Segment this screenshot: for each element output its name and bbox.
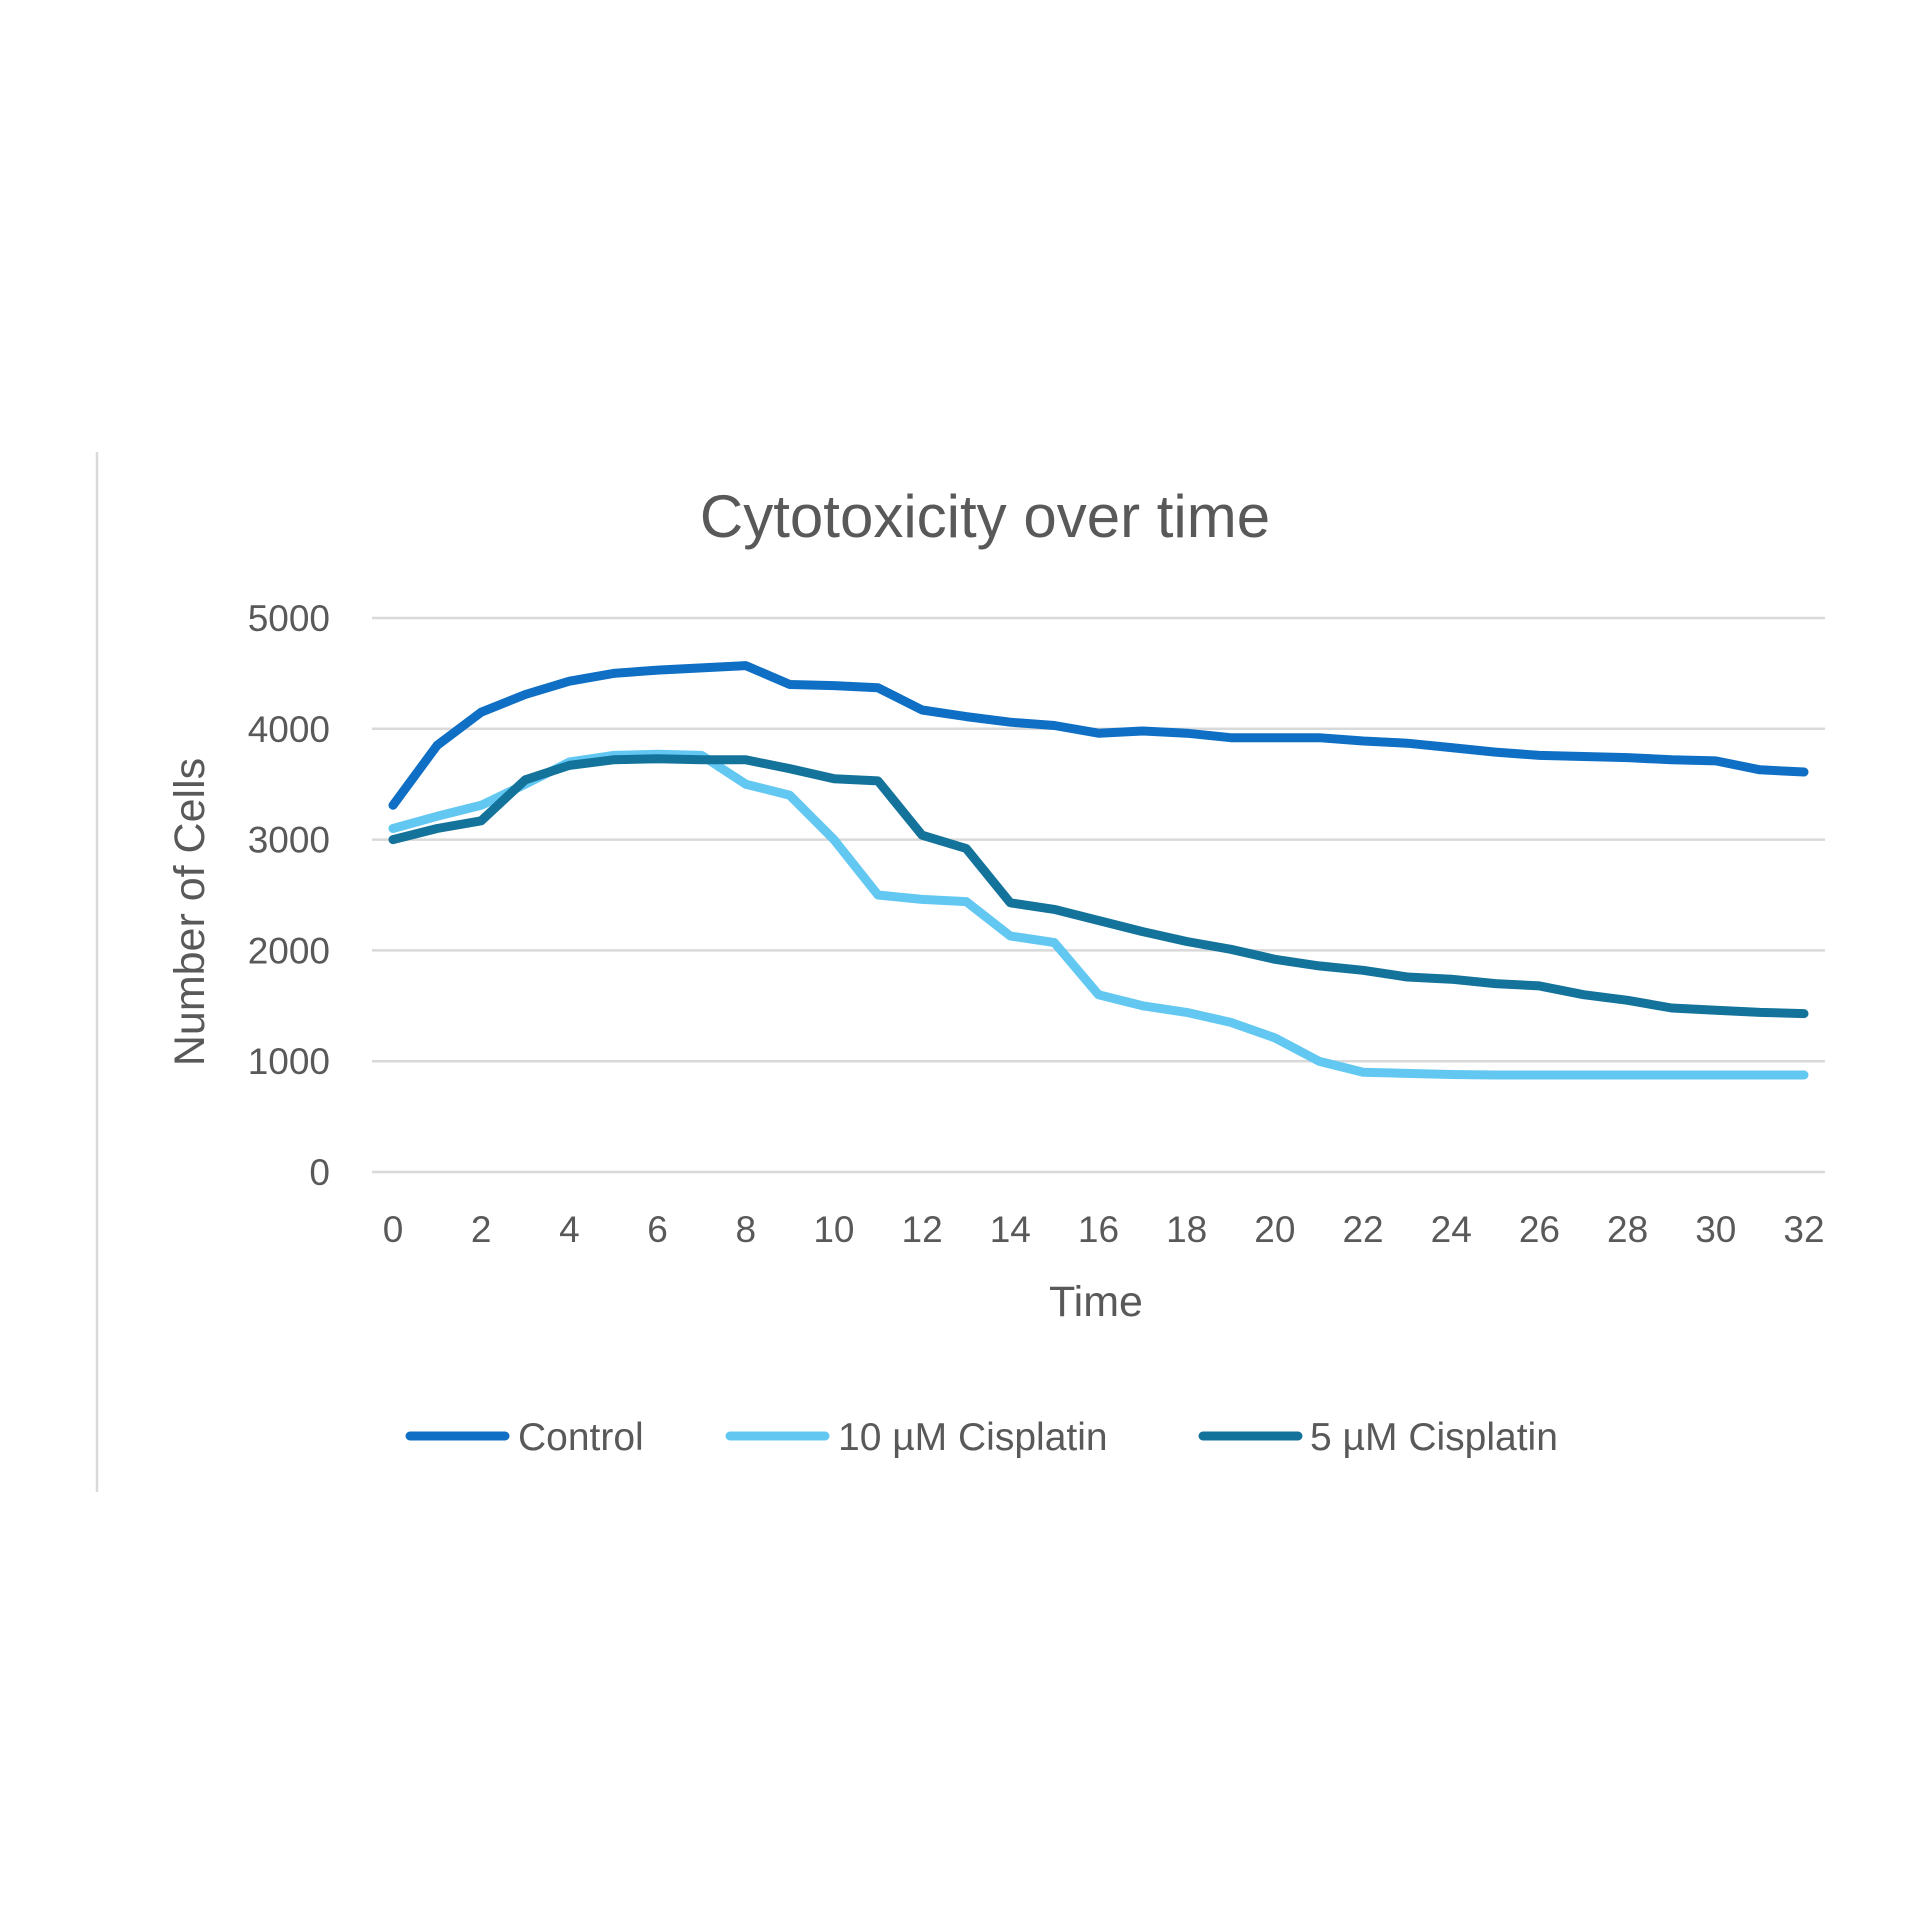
x-tick-label: 0 <box>383 1209 404 1250</box>
chart-title: Cytotoxicity over time <box>700 483 1270 550</box>
x-tick-label: 20 <box>1254 1209 1295 1250</box>
x-tick-label: 6 <box>647 1209 668 1250</box>
x-tick-label: 14 <box>990 1209 1031 1250</box>
legend-label-2: 5 µM Cisplatin <box>1310 1416 1558 1459</box>
legend: Control 10 µM Cisplatin 5 µM Cisplatin <box>405 1416 1558 1459</box>
y-tick-label: 2000 <box>248 930 330 971</box>
gridlines <box>372 616 1825 1174</box>
x-tick-label: 8 <box>735 1209 756 1250</box>
y-tick-label: 0 <box>309 1152 330 1193</box>
x-tick-label: 16 <box>1078 1209 1119 1250</box>
y-tick-label: 3000 <box>248 820 330 861</box>
x-tick-label: 10 <box>813 1209 854 1250</box>
legend-label-0: Control <box>518 1416 644 1459</box>
x-tick-label: 2 <box>471 1209 492 1250</box>
x-tick-label: 18 <box>1166 1209 1207 1250</box>
x-tick-label: 12 <box>902 1209 943 1250</box>
x-tick-label: 4 <box>559 1209 580 1250</box>
x-tick-label: 28 <box>1607 1209 1648 1250</box>
x-tick-label: 32 <box>1783 1209 1824 1250</box>
legend-label-1: 10 µM Cisplatin <box>838 1416 1108 1459</box>
series-line-2 <box>388 754 1809 1019</box>
series-line-0 <box>388 661 1809 810</box>
y-tick-label: 4000 <box>248 709 330 750</box>
y-axis-ticks: 0 1000 2000 3000 4000 5000 <box>248 598 330 1193</box>
x-tick-label: 26 <box>1519 1209 1560 1250</box>
y-tick-label: 1000 <box>248 1041 330 1082</box>
x-tick-label: 30 <box>1695 1209 1736 1250</box>
y-tick-label: 5000 <box>248 598 330 639</box>
x-tick-label: 24 <box>1431 1209 1472 1250</box>
series-lines <box>388 661 1809 1080</box>
series-line-1 <box>388 749 1809 1080</box>
x-axis-label: Time <box>1049 1278 1143 1326</box>
x-axis-ticks: 0 2 4 6 8 10 12 14 16 18 20 22 24 26 28 30 32 <box>383 1209 1825 1250</box>
x-tick-label: 22 <box>1342 1209 1383 1250</box>
y-axis-label: Number of Cells <box>166 758 214 1066</box>
